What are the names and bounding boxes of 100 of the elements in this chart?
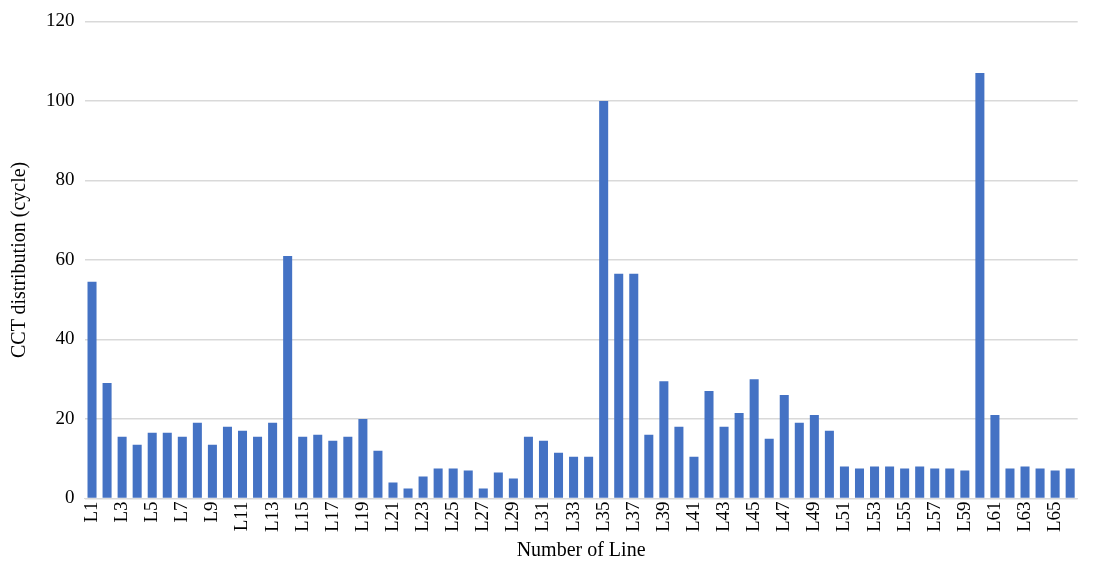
bar: [102, 383, 112, 498]
x-tick-label: L27: [471, 501, 493, 532]
bar: [764, 438, 774, 498]
y-tick-label: 0: [65, 486, 75, 508]
bar: [674, 426, 684, 498]
x-tick-label: L5: [140, 501, 162, 523]
bar: [177, 436, 187, 498]
bar: [584, 456, 594, 498]
bar: [779, 395, 789, 498]
x-tick-label: L25: [441, 501, 463, 532]
bar: [403, 488, 413, 498]
bar: [1005, 468, 1015, 498]
bar: [313, 434, 323, 498]
x-tick-label: L9: [200, 501, 222, 523]
x-tick-label: L23: [411, 501, 433, 532]
bar: [644, 434, 654, 498]
bar: [1050, 470, 1060, 498]
bar: [749, 379, 759, 498]
bar: [824, 430, 834, 498]
bar: [448, 468, 458, 498]
bar: [358, 418, 368, 498]
bar: [478, 488, 488, 498]
bar: [794, 422, 804, 498]
bar: [719, 426, 729, 498]
x-tick-label: L13: [260, 501, 282, 532]
bar: [599, 100, 609, 498]
bar: [418, 476, 428, 498]
x-tick-label: L21: [380, 501, 402, 532]
bar: [945, 468, 955, 498]
bar: [388, 482, 398, 498]
bar: [1065, 468, 1075, 498]
bar: [689, 456, 699, 498]
x-tick-label: L39: [651, 501, 673, 532]
bar: [222, 426, 232, 498]
bar: [990, 414, 1000, 498]
y-tick-label: 120: [46, 9, 75, 31]
bar: [839, 466, 849, 498]
x-tick-label: L31: [531, 501, 553, 532]
bar: [870, 466, 880, 498]
x-tick-label: L43: [712, 501, 734, 532]
x-tick-label: L7: [170, 501, 192, 523]
bar: [298, 436, 308, 498]
x-tick-label: L33: [561, 501, 583, 532]
x-tick-label: L29: [501, 501, 523, 532]
bar: [328, 440, 338, 498]
x-tick-label: L35: [591, 501, 613, 532]
bar: [614, 273, 624, 498]
x-tick-label: L37: [621, 501, 643, 532]
bar: [960, 470, 970, 498]
x-tick-label: L1: [80, 501, 102, 523]
bar: [659, 381, 669, 498]
bar: [809, 414, 819, 498]
bar: [162, 432, 172, 498]
bar: [915, 466, 925, 498]
bar: [1035, 468, 1045, 498]
x-tick-label: L51: [832, 501, 854, 532]
x-tick-label: L47: [772, 501, 794, 532]
bar: [207, 444, 217, 498]
x-tick-label: L19: [350, 501, 372, 532]
x-tick-label: L61: [982, 501, 1004, 532]
y-axis-title: CCT distribution (cycle): [7, 161, 31, 359]
bar: [343, 436, 353, 498]
bar: [373, 450, 383, 498]
bar: [433, 468, 443, 498]
y-tick-label: 40: [55, 327, 75, 349]
x-tick-label: L41: [681, 501, 703, 532]
y-tick-label: 100: [46, 88, 75, 110]
x-tick-label: L3: [110, 501, 132, 523]
x-tick-label: L63: [1013, 501, 1035, 532]
x-tick-label: L11: [230, 501, 252, 532]
bar: [930, 468, 940, 498]
x-tick-label: L45: [742, 501, 764, 532]
x-tick-label: L59: [952, 501, 974, 532]
bar: [463, 470, 473, 498]
x-tick-label: L55: [892, 501, 914, 532]
bar: [268, 422, 278, 498]
bar: [704, 391, 714, 498]
bar: [885, 466, 895, 498]
bar: [147, 432, 157, 498]
x-tick-label: L65: [1043, 501, 1065, 532]
bar: [117, 436, 127, 498]
x-tick-label: L17: [320, 501, 342, 532]
bar: [975, 73, 985, 498]
bar: [192, 422, 202, 498]
bar: [493, 472, 503, 498]
y-tick-label: 80: [55, 168, 75, 190]
bar: [538, 440, 548, 498]
x-tick-label: L57: [922, 501, 944, 532]
x-tick-label: L49: [802, 501, 824, 532]
bar: [508, 478, 518, 498]
bar: [854, 468, 865, 498]
y-tick-label: 60: [55, 247, 75, 269]
bar: [237, 430, 248, 498]
x-axis-title: Number of Line: [516, 538, 646, 561]
bar: [554, 452, 564, 498]
bar: [523, 436, 533, 498]
bar: [253, 436, 263, 498]
bar: [569, 456, 579, 498]
bar: [283, 255, 293, 498]
y-tick-label: 20: [55, 406, 75, 428]
